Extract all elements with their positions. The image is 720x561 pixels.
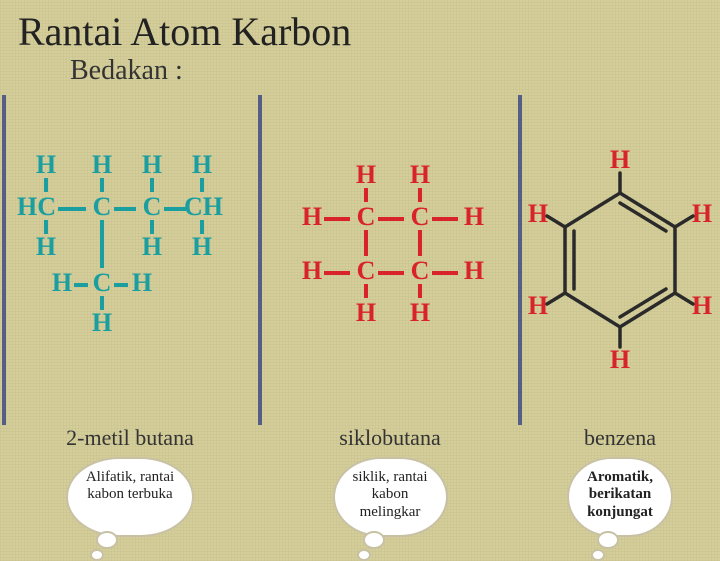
mol1-diagram: H H H H HC C C CH H H H H bbox=[10, 150, 250, 370]
atom-h: H bbox=[689, 199, 715, 229]
bond bbox=[378, 271, 404, 275]
atom-hc: HC bbox=[14, 192, 56, 222]
atom-h: H bbox=[188, 232, 216, 262]
desc-line: konjungat bbox=[587, 504, 653, 520]
atom-h: H bbox=[607, 345, 633, 375]
bond bbox=[364, 188, 368, 202]
desc-2-metil-butana: Alifatik, rantai kabon terbuka bbox=[66, 457, 194, 537]
atom-h: H bbox=[689, 291, 715, 321]
desc-line: kabon bbox=[372, 486, 409, 502]
structure-benzena: H H H H H H bbox=[520, 95, 720, 425]
name-2-metil-butana: 2-metil butana bbox=[0, 425, 260, 451]
names-row: 2-metil butana siklobutana benzena bbox=[0, 425, 720, 451]
bond bbox=[100, 220, 104, 268]
bond bbox=[418, 284, 422, 298]
atom-c: C bbox=[406, 256, 434, 286]
desc-line: siklik, rantai bbox=[353, 469, 428, 485]
atom-h: H bbox=[525, 291, 551, 321]
atom-h: H bbox=[32, 150, 60, 180]
atom-ch: CH bbox=[184, 192, 228, 222]
atom-h: H bbox=[298, 256, 326, 286]
atom-h: H bbox=[48, 268, 76, 298]
atom-h: H bbox=[88, 150, 116, 180]
descriptions-row: Alifatik, rantai kabon terbuka siklik, r… bbox=[0, 457, 720, 537]
atom-h: H bbox=[138, 150, 166, 180]
bond bbox=[432, 271, 458, 275]
bond bbox=[418, 188, 422, 202]
bond bbox=[114, 207, 136, 211]
desc-benzena: Aromatik, berikatan konjungat bbox=[567, 457, 673, 537]
atom-c: C bbox=[88, 192, 116, 222]
benzene-ring bbox=[525, 145, 715, 375]
bond bbox=[58, 207, 86, 211]
atom-h: H bbox=[460, 202, 488, 232]
mol2-diagram: H H H C C H H C C H H bbox=[280, 160, 500, 360]
atom-c: C bbox=[138, 192, 166, 222]
atom-c: C bbox=[406, 202, 434, 232]
bond bbox=[364, 284, 368, 298]
desc-line: berikatan bbox=[589, 486, 652, 502]
bond bbox=[44, 178, 48, 192]
desc-line: Aromatik, bbox=[587, 469, 653, 485]
atom-h: H bbox=[352, 298, 380, 328]
desc-line: melingkar bbox=[360, 504, 421, 520]
structure-2-metil-butana: H H H H HC C C CH H H H H bbox=[0, 95, 260, 425]
bond bbox=[378, 217, 404, 221]
mol3-diagram: H H H H H H bbox=[525, 145, 715, 375]
page-subtitle: Bedakan : bbox=[0, 55, 720, 87]
atom-h: H bbox=[138, 232, 166, 262]
atom-h: H bbox=[406, 160, 434, 190]
bond bbox=[100, 178, 104, 192]
name-siklobutana: siklobutana bbox=[260, 425, 520, 451]
structure-siklobutana: H H H C C H H C C H H bbox=[260, 95, 520, 425]
desc-siklobutana: siklik, rantai kabon melingkar bbox=[333, 457, 448, 537]
page-title: Rantai Atom Karbon bbox=[0, 0, 720, 55]
bond bbox=[114, 283, 128, 287]
atom-h: H bbox=[525, 199, 551, 229]
bond bbox=[150, 178, 154, 192]
atom-c: C bbox=[352, 256, 380, 286]
atom-h: H bbox=[88, 308, 116, 338]
atom-h: H bbox=[460, 256, 488, 286]
bond bbox=[418, 230, 422, 256]
atom-h: H bbox=[298, 202, 326, 232]
desc-line: Alifatik, rantai bbox=[86, 469, 174, 485]
atom-h: H bbox=[406, 298, 434, 328]
atom-h: H bbox=[188, 150, 216, 180]
bond bbox=[364, 230, 368, 256]
atom-h: H bbox=[607, 145, 633, 175]
structures-row: H H H H HC C C CH H H H H bbox=[0, 95, 720, 425]
atom-h: H bbox=[352, 160, 380, 190]
name-benzena: benzena bbox=[520, 425, 720, 451]
bond bbox=[74, 283, 88, 287]
atom-c: C bbox=[88, 268, 116, 298]
bond bbox=[432, 217, 458, 221]
atom-h: H bbox=[128, 268, 156, 298]
atom-h: H bbox=[32, 232, 60, 262]
bond bbox=[164, 207, 186, 211]
atom-c: C bbox=[352, 202, 380, 232]
bond bbox=[324, 217, 350, 221]
desc-line: kabon terbuka bbox=[87, 486, 172, 502]
bond bbox=[324, 271, 350, 275]
bond bbox=[200, 178, 204, 192]
